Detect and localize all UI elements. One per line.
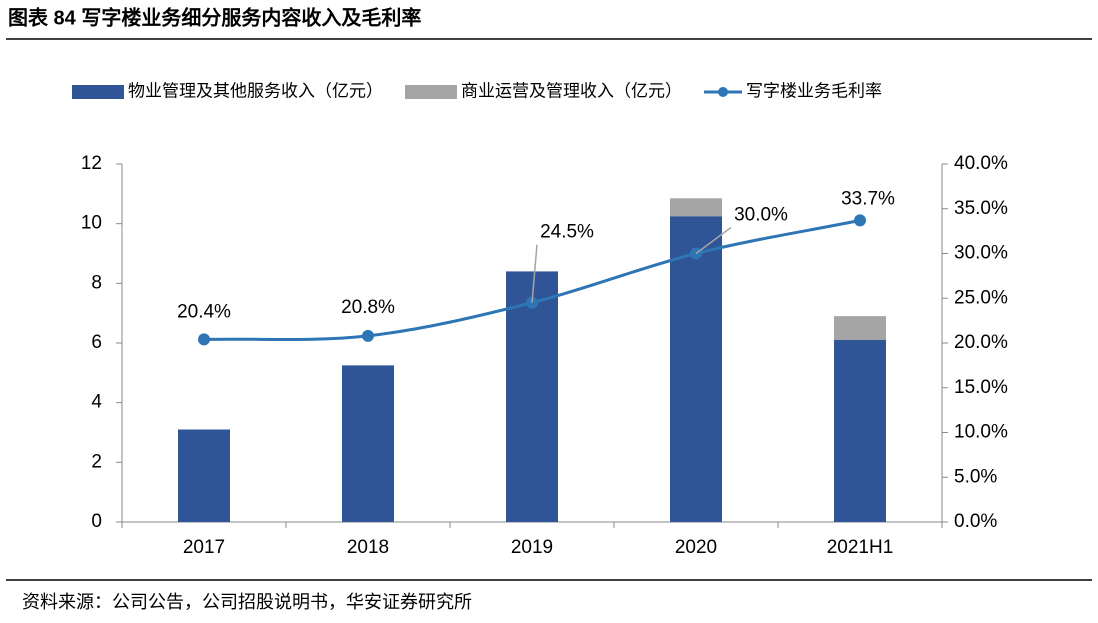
- y2-tick-label: 25.0%: [954, 287, 1008, 308]
- y-tick-label: 0: [91, 511, 102, 532]
- bar: [506, 271, 558, 522]
- y-tick-label: 8: [91, 272, 102, 293]
- bar: [670, 216, 722, 523]
- bar: [342, 365, 394, 522]
- y2-tick-label: 0.0%: [954, 511, 997, 532]
- y2-tick-label: 35.0%: [954, 198, 1008, 219]
- legend-swatch: [405, 85, 457, 99]
- data-label: 20.8%: [341, 297, 395, 318]
- data-label: 20.4%: [177, 301, 231, 322]
- bar: [834, 340, 886, 522]
- x-tick-label: 2019: [511, 537, 553, 558]
- y2-tick-label: 5.0%: [954, 466, 997, 487]
- y-tick-label: 4: [91, 392, 102, 413]
- legend-label: 物业管理及其他服务收入（亿元）: [128, 81, 383, 100]
- x-tick-label: 2021H1: [827, 537, 894, 558]
- line-point: [198, 333, 210, 346]
- legend-label: 商业运营及管理收入（亿元）: [461, 81, 682, 100]
- data-label: 30.0%: [734, 205, 788, 226]
- y-tick-label: 10: [81, 213, 102, 234]
- x-tick-label: 2020: [675, 537, 717, 558]
- x-tick-label: 2018: [347, 537, 389, 558]
- data-label: 24.5%: [540, 222, 594, 243]
- bar: [834, 316, 886, 341]
- legend-swatch: [72, 85, 124, 99]
- y2-tick-label: 20.0%: [954, 332, 1008, 353]
- y2-tick-label: 30.0%: [954, 243, 1008, 264]
- bar: [670, 198, 722, 217]
- data-label: 33.7%: [841, 188, 895, 209]
- y-tick-label: 6: [91, 332, 102, 353]
- label-leader: [695, 226, 732, 255]
- line-point: [854, 214, 866, 227]
- legend-label: 写字楼业务毛利率: [746, 81, 882, 100]
- y2-tick-label: 10.0%: [954, 422, 1008, 443]
- bar: [178, 429, 230, 522]
- y2-tick-label: 15.0%: [954, 377, 1008, 398]
- source-note: 资料来源：公司公告，公司招股说明书，华安证券研究所: [22, 592, 472, 612]
- x-tick-label: 2017: [183, 537, 225, 558]
- y-tick-label: 12: [81, 153, 102, 174]
- y2-tick-label: 40.0%: [954, 153, 1008, 174]
- chart-title: 图表 84 写字楼业务细分服务内容收入及毛利率: [8, 5, 421, 29]
- y-tick-label: 2: [91, 451, 102, 472]
- legend-marker: [718, 87, 728, 97]
- label-leader: [531, 244, 538, 303]
- line-point: [362, 329, 374, 342]
